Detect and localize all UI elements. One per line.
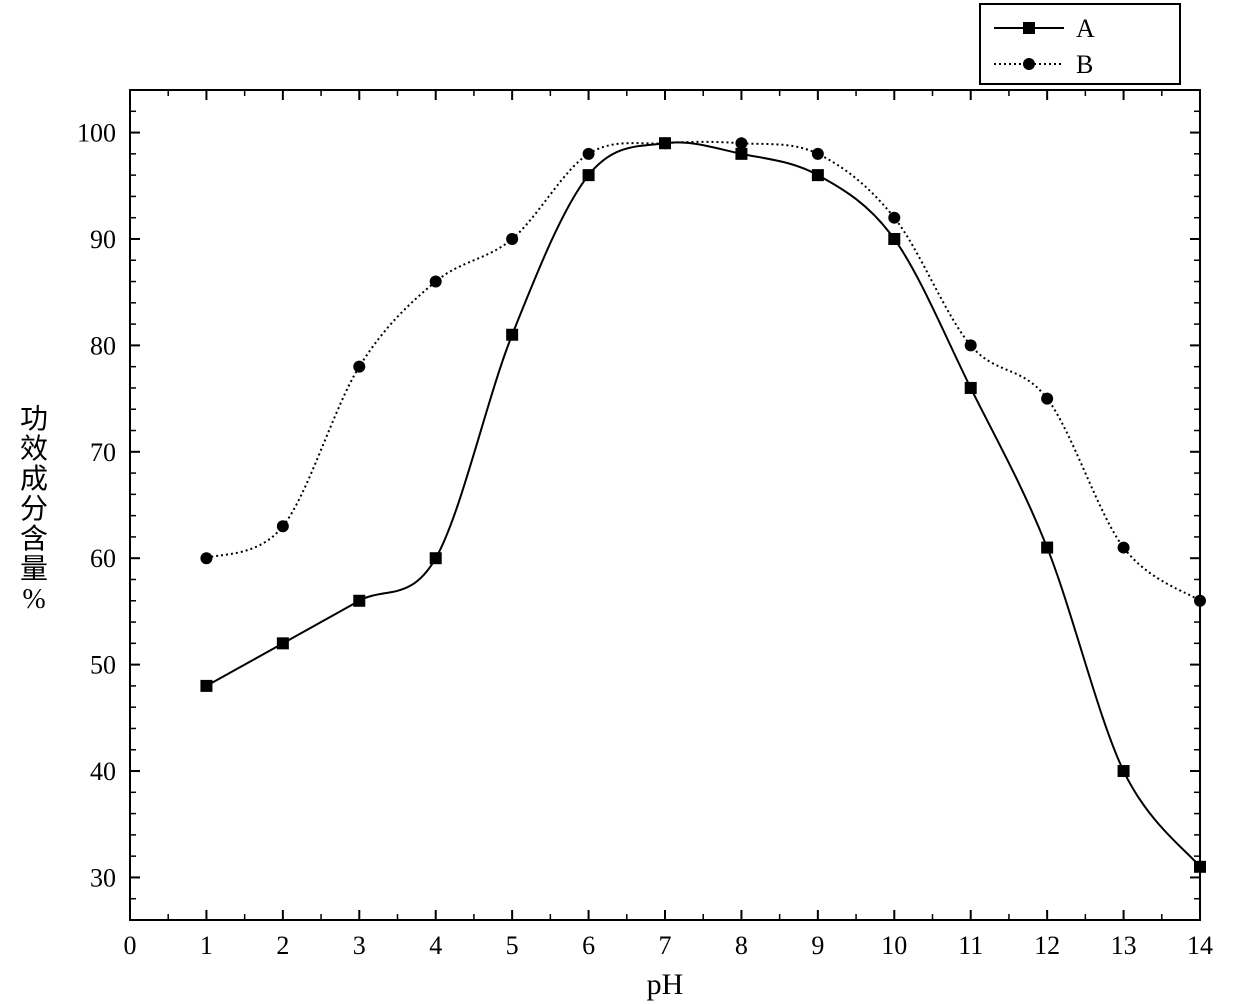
svg-text:14: 14 — [1187, 931, 1213, 960]
svg-text:1: 1 — [200, 931, 213, 960]
svg-text:量: 量 — [20, 554, 48, 585]
svg-text:6: 6 — [582, 931, 595, 960]
svg-text:11: 11 — [958, 931, 983, 960]
svg-text:12: 12 — [1034, 931, 1060, 960]
svg-text:100: 100 — [77, 119, 116, 148]
svg-text:50: 50 — [90, 651, 116, 680]
svg-text:70: 70 — [90, 438, 116, 467]
svg-text:B: B — [1076, 50, 1093, 79]
svg-text:80: 80 — [90, 331, 116, 360]
svg-text:90: 90 — [90, 225, 116, 254]
svg-text:含: 含 — [20, 523, 48, 555]
svg-text:9: 9 — [811, 931, 824, 960]
line-chart: 01234567891011121314pH30405060708090100功… — [0, 0, 1240, 1004]
svg-text:pH: pH — [647, 968, 684, 1001]
svg-text:3: 3 — [353, 931, 366, 960]
svg-text:功: 功 — [20, 404, 48, 435]
svg-text:2: 2 — [276, 931, 289, 960]
svg-text:效: 效 — [20, 433, 48, 465]
svg-text:%: % — [22, 584, 45, 615]
svg-text:0: 0 — [124, 931, 137, 960]
svg-text:30: 30 — [90, 863, 116, 892]
svg-text:10: 10 — [881, 931, 907, 960]
svg-text:8: 8 — [735, 931, 748, 960]
svg-text:7: 7 — [659, 931, 672, 960]
svg-text:A: A — [1076, 14, 1095, 43]
svg-text:分: 分 — [20, 494, 48, 525]
svg-text:13: 13 — [1111, 931, 1137, 960]
svg-text:成: 成 — [20, 463, 48, 495]
svg-text:40: 40 — [90, 757, 116, 786]
svg-text:5: 5 — [506, 931, 519, 960]
chart-container: 01234567891011121314pH30405060708090100功… — [0, 0, 1240, 1004]
svg-text:60: 60 — [90, 544, 116, 573]
svg-text:4: 4 — [429, 931, 442, 960]
